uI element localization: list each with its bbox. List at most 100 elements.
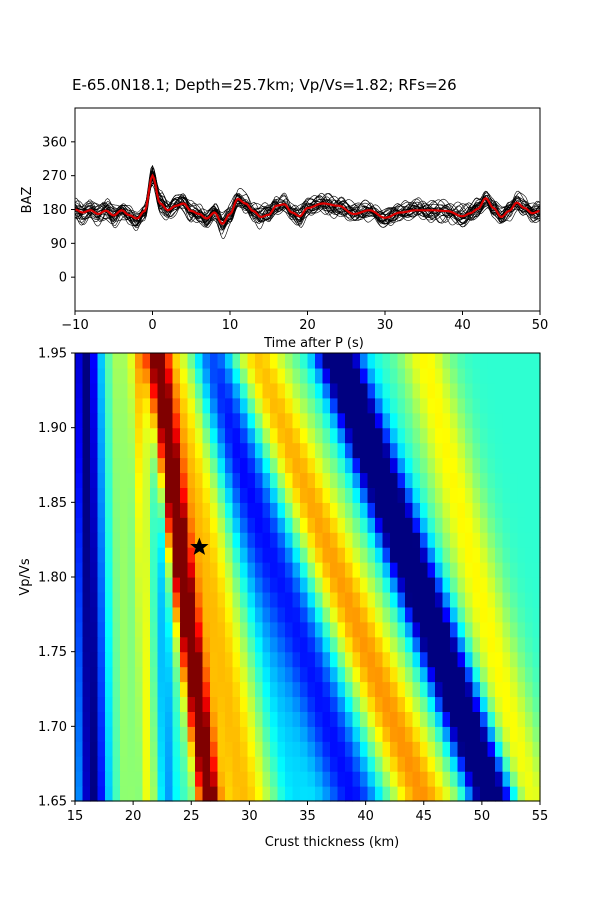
heatmap-cell xyxy=(480,472,489,488)
heatmap-cell xyxy=(360,562,369,578)
heatmap-cell xyxy=(112,517,121,533)
heatmap-cell xyxy=(457,651,466,668)
heatmap-cell xyxy=(510,517,519,533)
heatmap-cell xyxy=(247,562,256,578)
heatmap-cell xyxy=(82,532,91,548)
heatmap-cell xyxy=(150,412,159,429)
heatmap-cell xyxy=(232,786,241,802)
heatmap-cell xyxy=(390,532,399,548)
heatmap-cell xyxy=(390,621,399,638)
heatmap-cell xyxy=(337,636,346,653)
heatmap-cell xyxy=(300,577,309,593)
heatmap-cell xyxy=(397,771,406,787)
heatmap-cell xyxy=(367,756,376,772)
heatmap-cell xyxy=(322,621,331,638)
heatmap-cell xyxy=(405,502,414,518)
heatmap-cell xyxy=(187,353,196,369)
heatmap-cell xyxy=(375,382,384,399)
heatmap-cell xyxy=(172,472,181,488)
heatmap-cell xyxy=(360,696,369,712)
heatmap-cell xyxy=(382,472,391,488)
heatmap-cell xyxy=(210,726,219,742)
heatmap-cell xyxy=(487,711,496,727)
heatmap-cell xyxy=(465,457,474,474)
heatmap-cell xyxy=(442,562,451,578)
heatmap-cell xyxy=(180,502,189,518)
heatmap-cell xyxy=(165,726,174,742)
heatmap-cell xyxy=(517,636,526,653)
heatmap-cell xyxy=(442,756,451,772)
heatmap-cell xyxy=(525,547,534,563)
heatmap-cell xyxy=(345,472,354,488)
heatmap-cell xyxy=(157,487,166,503)
heatmap-cell xyxy=(255,397,264,414)
heatmap-cell xyxy=(202,457,211,474)
heatmap-cell xyxy=(382,771,391,787)
heatmap-cell xyxy=(187,636,196,653)
heatmap-cell xyxy=(345,442,354,459)
heatmap-cell xyxy=(315,606,324,623)
heatmap-cell xyxy=(247,442,256,459)
heatmap-cell xyxy=(367,696,376,712)
heatmap-cell xyxy=(442,666,451,683)
heatmap-cell xyxy=(322,412,331,429)
heatmap-cell xyxy=(82,786,91,802)
heatmap-cell xyxy=(502,397,511,414)
heatmap-cell xyxy=(315,666,324,683)
heatmap-cell xyxy=(352,726,361,742)
heatmap-cell xyxy=(390,517,399,533)
heatmap-cell xyxy=(510,353,519,369)
heatmap-cell xyxy=(120,666,129,683)
heatmap-cell xyxy=(240,726,249,742)
heatmap-cell xyxy=(390,412,399,429)
heatmap-cell xyxy=(322,711,331,727)
heatmap-cell xyxy=(285,741,294,757)
heatmap-cell xyxy=(397,487,406,503)
heatmap-cell xyxy=(90,621,99,638)
heatmap-cell xyxy=(195,382,204,399)
heatmap-cell xyxy=(225,562,234,578)
heatmap-cell xyxy=(465,636,474,653)
heatmap-cell xyxy=(405,681,414,698)
heatmap-cell xyxy=(517,591,526,608)
heatmap-cell xyxy=(255,696,264,712)
heatmap-cell xyxy=(150,532,159,548)
heatmap-cell xyxy=(82,606,91,623)
heatmap-cell xyxy=(105,547,114,563)
heatmap-cell xyxy=(367,442,376,459)
heatmap-cell xyxy=(97,636,106,653)
heatmap-cell xyxy=(435,666,444,683)
heatmap-cell xyxy=(150,666,159,683)
heatmap-cell xyxy=(247,756,256,772)
heatmap-cell xyxy=(532,771,541,787)
heatmap-cell xyxy=(172,517,181,533)
heatmap-cell xyxy=(202,367,211,384)
heatmap-cell xyxy=(472,547,481,563)
heatmap-cell xyxy=(307,577,316,593)
heatmap-cell xyxy=(105,651,114,668)
heatmap-cell xyxy=(225,711,234,727)
heatmap-cell xyxy=(307,666,316,683)
heatmap-cell xyxy=(82,711,91,727)
heatmap-cell xyxy=(120,636,129,653)
heatmap-cell xyxy=(465,711,474,727)
heatmap-cell xyxy=(405,666,414,683)
heatmap-cell xyxy=(240,741,249,757)
heatmap-cell xyxy=(210,397,219,414)
heatmap-cell xyxy=(90,741,99,757)
heatmap-cell xyxy=(397,397,406,414)
heatmap-cell xyxy=(75,427,84,444)
heatmap-cell xyxy=(367,636,376,653)
heatmap-cell xyxy=(382,756,391,772)
rf-trace xyxy=(75,179,540,224)
heatmap-cell xyxy=(375,442,384,459)
heatmap-cell xyxy=(135,472,144,488)
heatmap-cell xyxy=(292,636,301,653)
heatmap-cell xyxy=(405,487,414,503)
heatmap-cell xyxy=(112,532,121,548)
heatmap-cell xyxy=(487,412,496,429)
heatmap-cell xyxy=(277,517,286,533)
heatmap-cell xyxy=(90,681,99,698)
heatmap-cell xyxy=(405,606,414,623)
heatmap-cell xyxy=(532,502,541,518)
